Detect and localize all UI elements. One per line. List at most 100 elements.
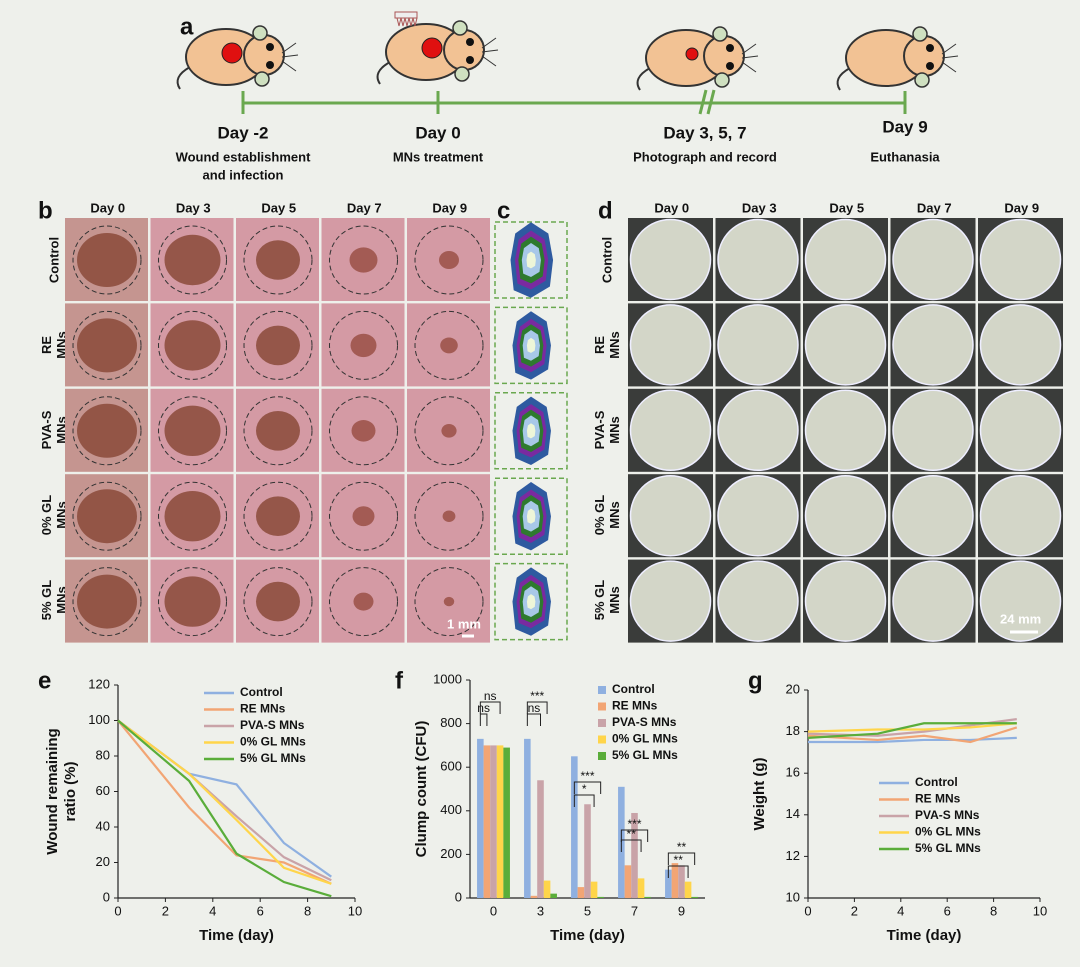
wound-area (164, 320, 221, 371)
trace-box (494, 306, 568, 385)
wound-area (441, 423, 457, 438)
line-series (807, 722, 1017, 733)
row-label: RE (592, 336, 607, 354)
bar (624, 865, 632, 898)
wound (421, 37, 443, 59)
wound (221, 42, 243, 64)
mouse (176, 25, 299, 90)
culture-plate (628, 218, 713, 301)
wound-photo (65, 388, 148, 472)
mouse-ear (454, 66, 470, 82)
panel-letter: a (180, 13, 194, 40)
x-tick-label: 10 (348, 903, 362, 918)
wound-area (350, 333, 377, 358)
wound-outline (72, 481, 142, 551)
line-series (807, 726, 1018, 744)
significance-label: ** (627, 827, 637, 841)
wound-area (77, 574, 137, 629)
culture-plate (890, 218, 976, 301)
column-header: Day 3 (742, 200, 777, 215)
bar (571, 756, 578, 898)
wound-area (443, 596, 455, 607)
y-tick-label: 1000 (433, 671, 462, 686)
trace-layer (526, 594, 536, 610)
column-header: Day 7 (917, 200, 952, 215)
significance-label: *** (580, 769, 594, 783)
bar (477, 738, 484, 898)
row-label: Control (46, 237, 61, 283)
y-tick-label: 10 (786, 889, 800, 904)
wound-outline (243, 396, 313, 466)
wound-photo (150, 303, 234, 387)
significance-label: *** (530, 689, 544, 703)
wound-outline (414, 481, 484, 551)
wound-photo (321, 388, 405, 472)
legend-label: 0% GL MNs (915, 825, 981, 839)
significance-bracket (526, 713, 541, 726)
row-label: PVA-S (592, 410, 607, 449)
plate (979, 218, 1062, 301)
y-tick-label: 100 (88, 712, 110, 727)
panel-letter: g (748, 667, 763, 694)
culture-plate (978, 388, 1063, 472)
y-tick-label: 40 (96, 818, 110, 833)
day-description: Photograph and record (633, 149, 777, 164)
legend-label: 0% GL MNs (240, 735, 306, 749)
mouse-tail (636, 67, 651, 91)
wound-outline (414, 396, 484, 466)
bar (665, 869, 672, 898)
mn-needles (396, 17, 418, 27)
wound-photo (65, 303, 148, 387)
wound-photo (321, 218, 405, 301)
wound-photo (236, 559, 319, 643)
row-label: 5% GL (39, 580, 54, 621)
whiskers (741, 43, 759, 73)
wound-area (77, 233, 137, 287)
wound-area (349, 247, 378, 273)
column-header: Day 7 (347, 200, 382, 215)
wound-photo (236, 303, 319, 387)
mouse (636, 26, 759, 91)
whiskers (481, 37, 499, 67)
culture-plate (978, 303, 1063, 387)
row-label: Control (599, 237, 614, 283)
significance-bracket (526, 701, 548, 714)
plate (979, 474, 1062, 557)
wound-area (164, 234, 221, 286)
wound-area (77, 403, 137, 458)
x-axis-label: Time (day) (199, 927, 274, 944)
plate (979, 304, 1062, 386)
y-tick-label: 200 (440, 846, 462, 861)
wound-trace (494, 477, 568, 555)
bar (550, 893, 557, 898)
bar (503, 747, 510, 898)
culture-plate (978, 218, 1063, 301)
wound-area (439, 251, 459, 269)
wound-outline (329, 481, 398, 551)
significance-bracket (667, 852, 696, 865)
culture-plate (628, 303, 713, 387)
bar (644, 896, 651, 898)
column-header: Day 0 (90, 200, 125, 215)
y-tick-label: 120 (88, 676, 110, 691)
significance-bracket (479, 713, 488, 726)
culture-plate (715, 388, 801, 472)
wound-outline (243, 310, 313, 380)
culture-plate (628, 559, 713, 643)
x-tick-label: 6 (944, 903, 951, 918)
x-tick-label: 6 (257, 903, 264, 918)
scale-bar-label: 24 mm (1000, 611, 1041, 626)
y-tick-label: 60 (96, 783, 110, 798)
significance-label: ** (677, 840, 687, 854)
mouse (836, 26, 959, 91)
row-label: MNs (607, 501, 622, 528)
x-tick-label: 2 (851, 903, 858, 918)
wound-photo (407, 218, 490, 301)
x-tick-label: 4 (897, 903, 904, 918)
panel-letter: b (38, 197, 53, 224)
wound-photo (407, 303, 490, 387)
bar (691, 896, 698, 898)
plate (629, 389, 712, 472)
wound-outline (158, 310, 227, 380)
wound-outline (158, 396, 227, 466)
